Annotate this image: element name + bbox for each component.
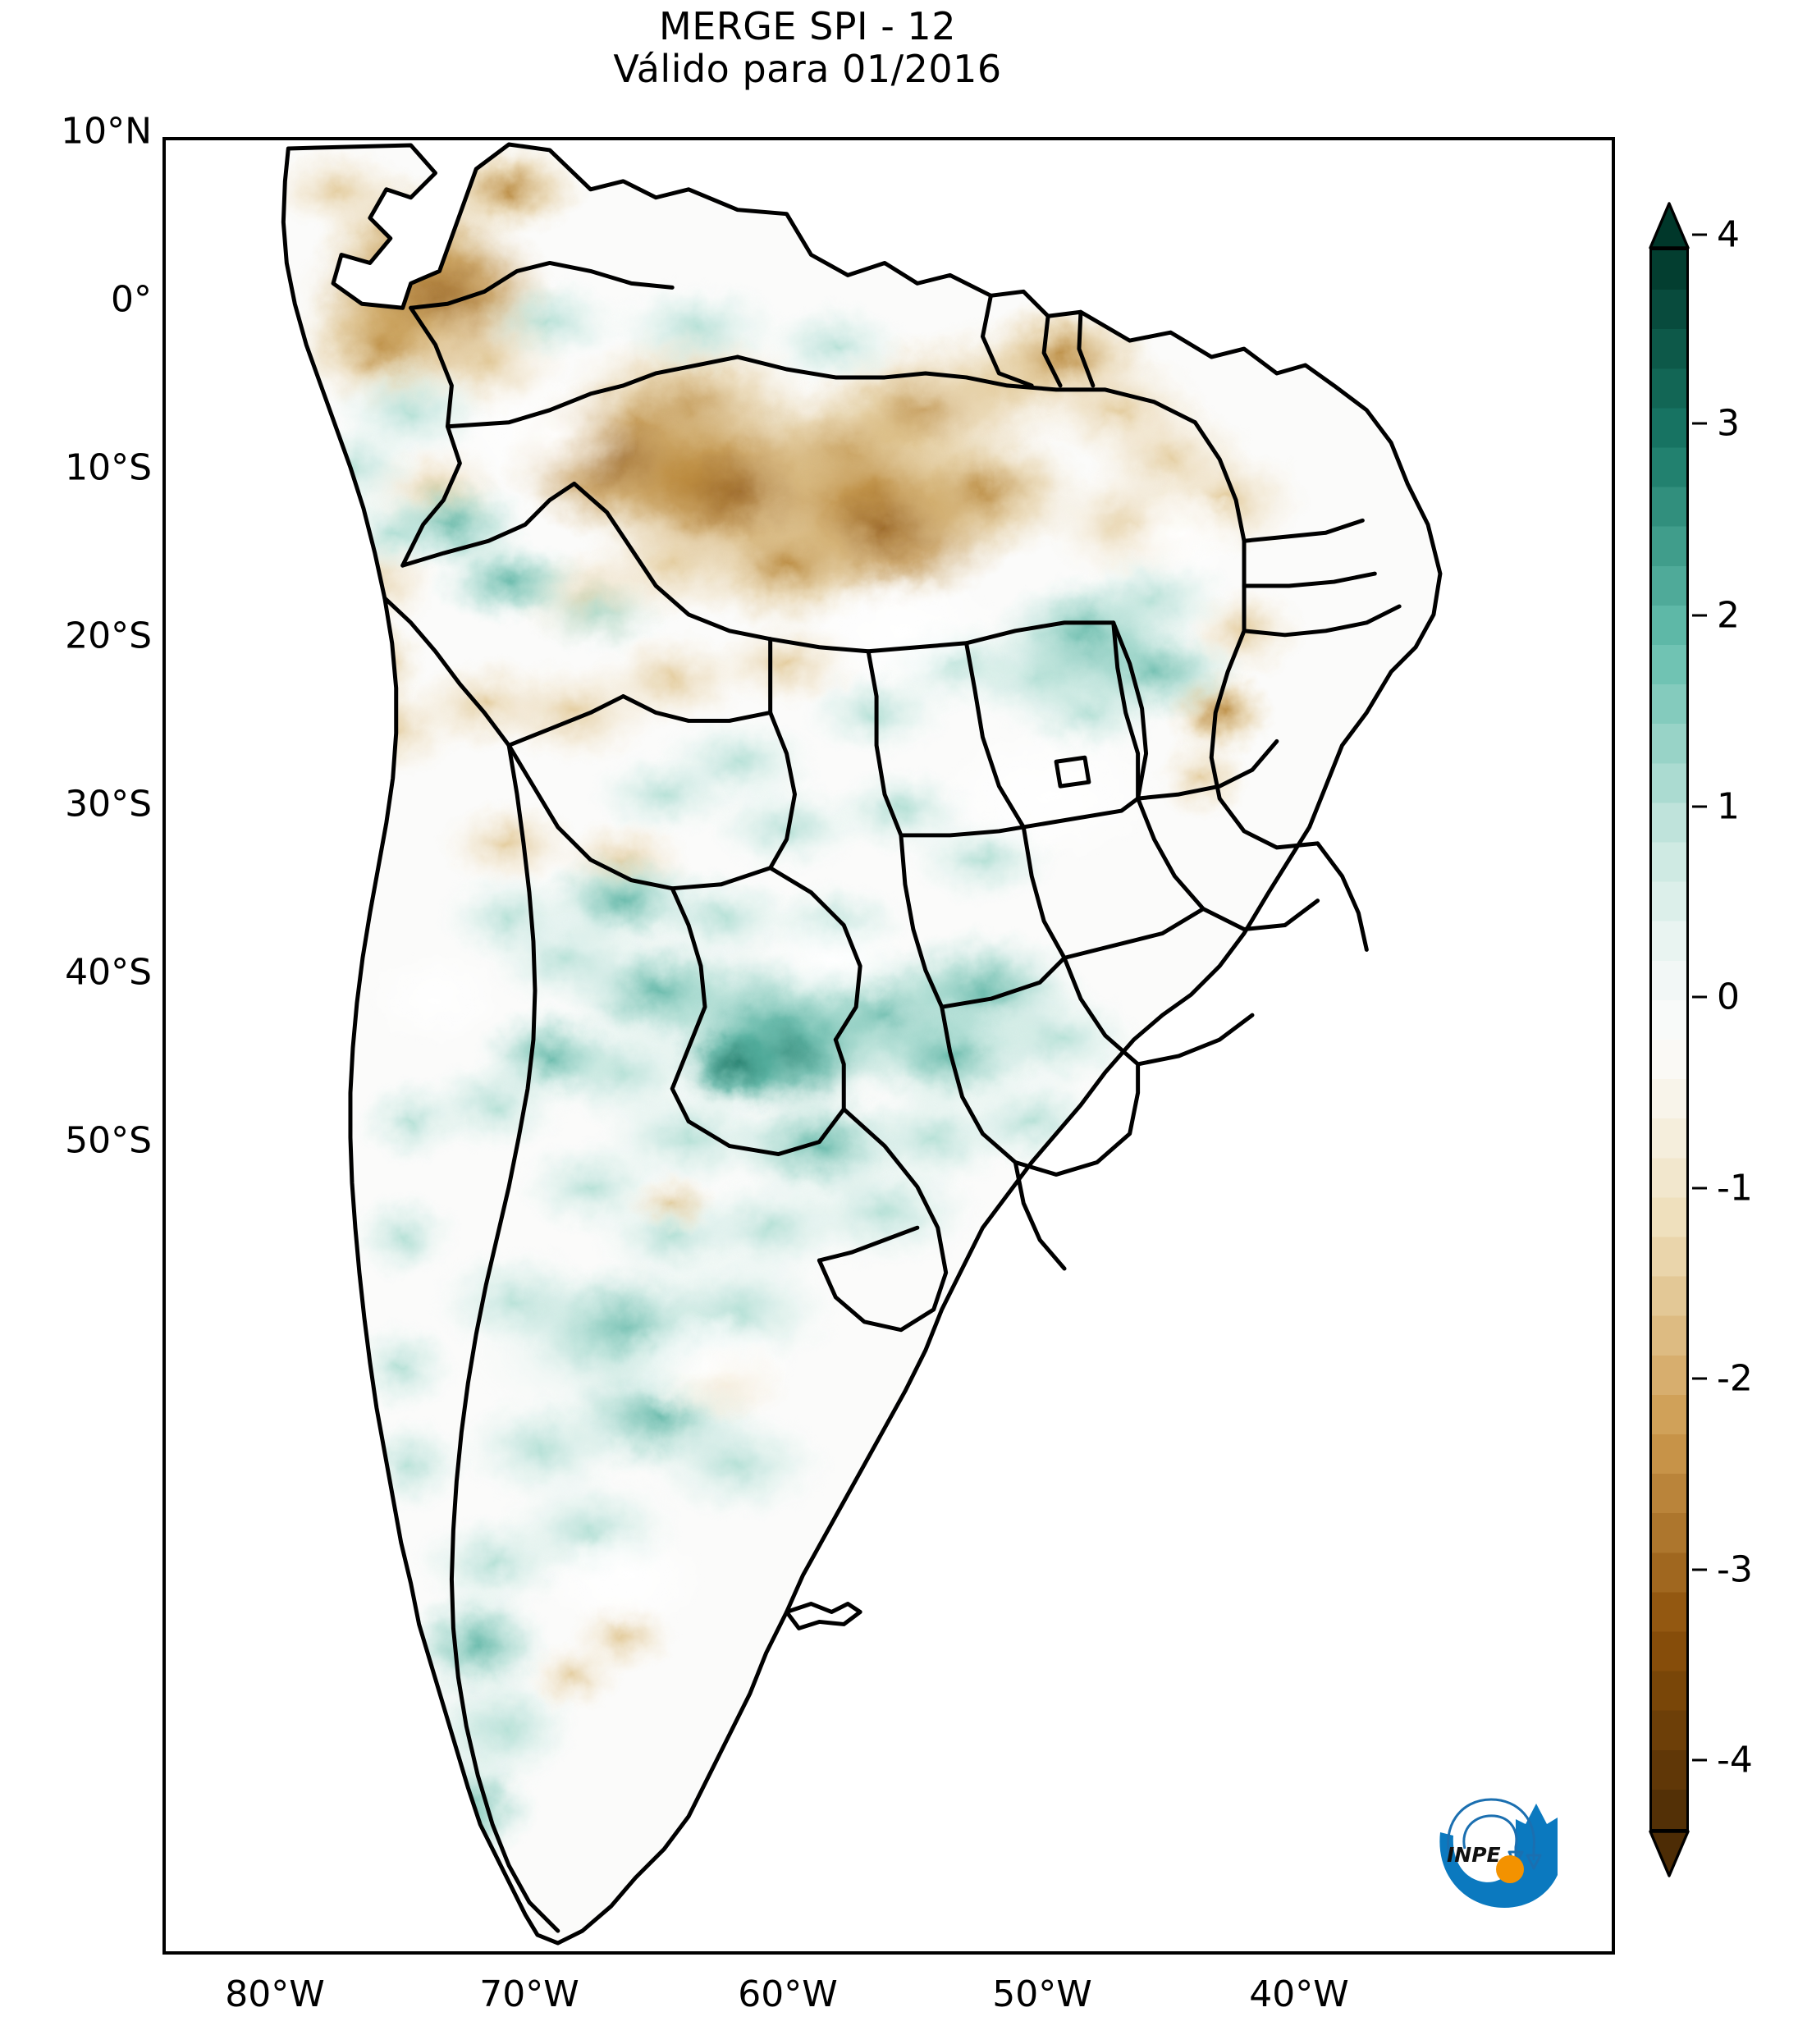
colorbar-tick-label-2: 2 <box>1717 594 1740 637</box>
page-subtitle: Válido para 01/2016 <box>613 47 1002 92</box>
colorbar-tick-7 <box>1692 1568 1707 1571</box>
colorbar-tick-label-0: 4 <box>1717 213 1740 256</box>
logo-text: INPE <box>1447 1843 1501 1867</box>
x-tick-label-2: 60°W <box>738 1973 838 2015</box>
logo-orange-dot <box>1496 1855 1524 1883</box>
x-tick-label-0: 80°W <box>225 1973 325 2015</box>
y-tick-label-6: 50°S <box>65 1119 152 1162</box>
colorbar-tick-2 <box>1692 614 1707 617</box>
colorbar-tick-1 <box>1692 422 1707 425</box>
page-title: MERGE SPI - 12 <box>659 4 956 48</box>
colorbar-tick-5 <box>1692 1187 1707 1190</box>
x-tick-label-4: 40°W <box>1249 1973 1349 2015</box>
colorbar[interactable]: 4 3 2 1 0 -1 -2 -3 -4 <box>1649 123 1753 1953</box>
inpe-logo: INPE <box>1439 1798 1558 1908</box>
colorbar-min-extend-arrow <box>1649 1830 1690 1877</box>
colorbar-tick-4 <box>1692 995 1707 999</box>
colorbar-tick-label-7: -3 <box>1717 1548 1753 1591</box>
spi-heatmap <box>166 140 1612 1951</box>
x-tick-label-1: 70°W <box>479 1973 579 2015</box>
colorbar-tick-label-8: -4 <box>1717 1739 1753 1781</box>
x-tick-label-3: 50°W <box>992 1973 1092 2015</box>
colorbar-tick-label-4: 0 <box>1717 976 1740 1018</box>
colorbar-tick-6 <box>1692 1377 1707 1380</box>
y-tick-label-1: 0° <box>111 278 152 321</box>
colorbar-gradient[interactable] <box>1649 248 1689 1831</box>
y-tick-label-2: 10°S <box>65 446 152 489</box>
y-tick-label-0: 10°N <box>61 110 152 153</box>
colorbar-max-extend-arrow <box>1649 202 1690 249</box>
colorbar-tick-3 <box>1692 805 1707 808</box>
colorbar-tick-label-5: -1 <box>1717 1167 1753 1209</box>
colorbar-tick-0 <box>1692 233 1707 236</box>
colorbar-tick-label-3: 1 <box>1717 785 1740 828</box>
colorbar-tick-label-6: -2 <box>1717 1357 1753 1400</box>
colorbar-tick-label-1: 3 <box>1717 402 1740 445</box>
y-tick-label-4: 30°S <box>65 783 152 825</box>
y-tick-label-5: 40°S <box>65 951 152 994</box>
y-tick-label-3: 20°S <box>65 615 152 657</box>
title-block: MERGE SPI - 12 Válido para 01/2016 <box>0 7 1615 89</box>
colorbar-tick-8 <box>1692 1758 1707 1762</box>
map-plot-area[interactable] <box>162 137 1615 1955</box>
